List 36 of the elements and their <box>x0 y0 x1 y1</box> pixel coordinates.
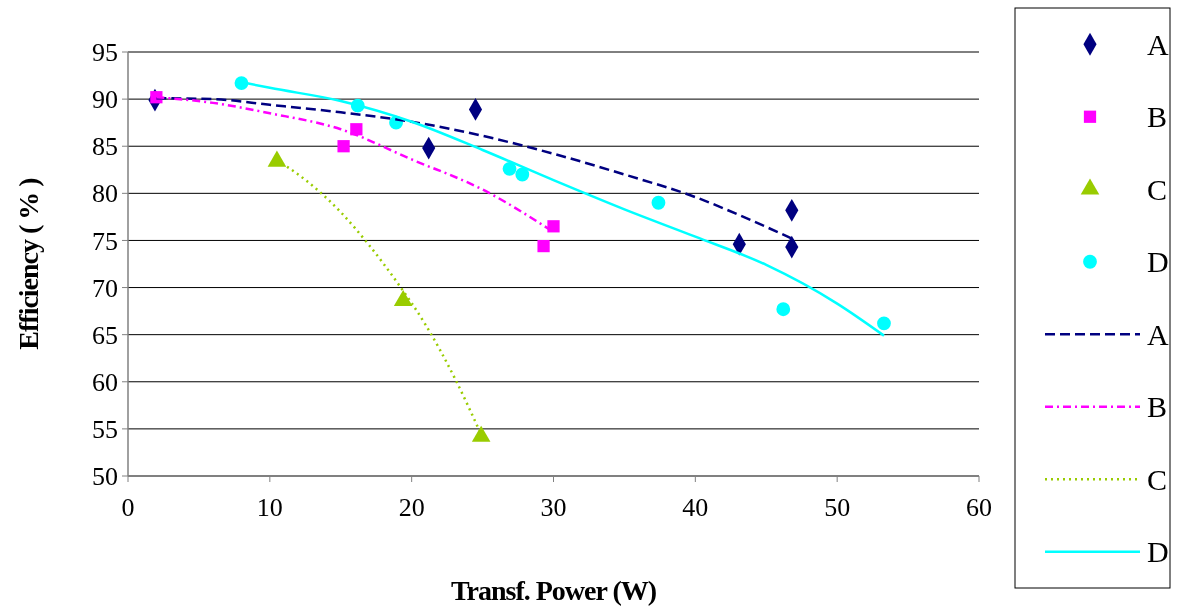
point <box>547 220 560 233</box>
y-tick-label: 55 <box>92 414 118 444</box>
point <box>651 195 666 210</box>
y-tick-label: 95 <box>92 38 118 68</box>
legend-label: D <box>1147 245 1169 279</box>
y-tick-label: 50 <box>92 462 118 492</box>
x-tick-label: 0 <box>121 493 135 522</box>
legend-label: C <box>1147 462 1168 496</box>
point <box>502 161 517 176</box>
legend-label: B <box>1147 100 1168 134</box>
y-tick-label: 75 <box>92 226 118 256</box>
legend-label: C <box>1147 172 1168 206</box>
legend-label: A <box>1147 27 1169 61</box>
x-tick-label: 20 <box>398 493 425 522</box>
x-tick-label: 10 <box>256 493 283 522</box>
x-axis-title: Transf. Power (W) <box>450 575 657 606</box>
y-tick-label: 85 <box>92 132 118 162</box>
legend-label: D <box>1147 535 1169 569</box>
y-axis-title: Efficiency ( % ) <box>13 177 44 350</box>
point <box>515 167 530 182</box>
point <box>537 239 550 253</box>
y-tick-label: 65 <box>92 320 118 350</box>
legend-label: A <box>1147 317 1169 351</box>
legend-label: B <box>1147 390 1168 424</box>
point <box>877 316 891 331</box>
point <box>776 302 791 317</box>
y-tick-label: 60 <box>92 367 118 397</box>
x-tick-label: 40 <box>682 493 709 522</box>
point <box>393 290 413 307</box>
y-tick-label: 90 <box>92 85 118 115</box>
point <box>337 140 350 153</box>
x-tick-label: 30 <box>540 493 567 522</box>
x-tick-label: 60 <box>966 493 992 522</box>
y-tick-label: 80 <box>92 179 118 209</box>
y-tick-label: 70 <box>92 273 118 303</box>
x-tick-label: 50 <box>824 493 851 522</box>
